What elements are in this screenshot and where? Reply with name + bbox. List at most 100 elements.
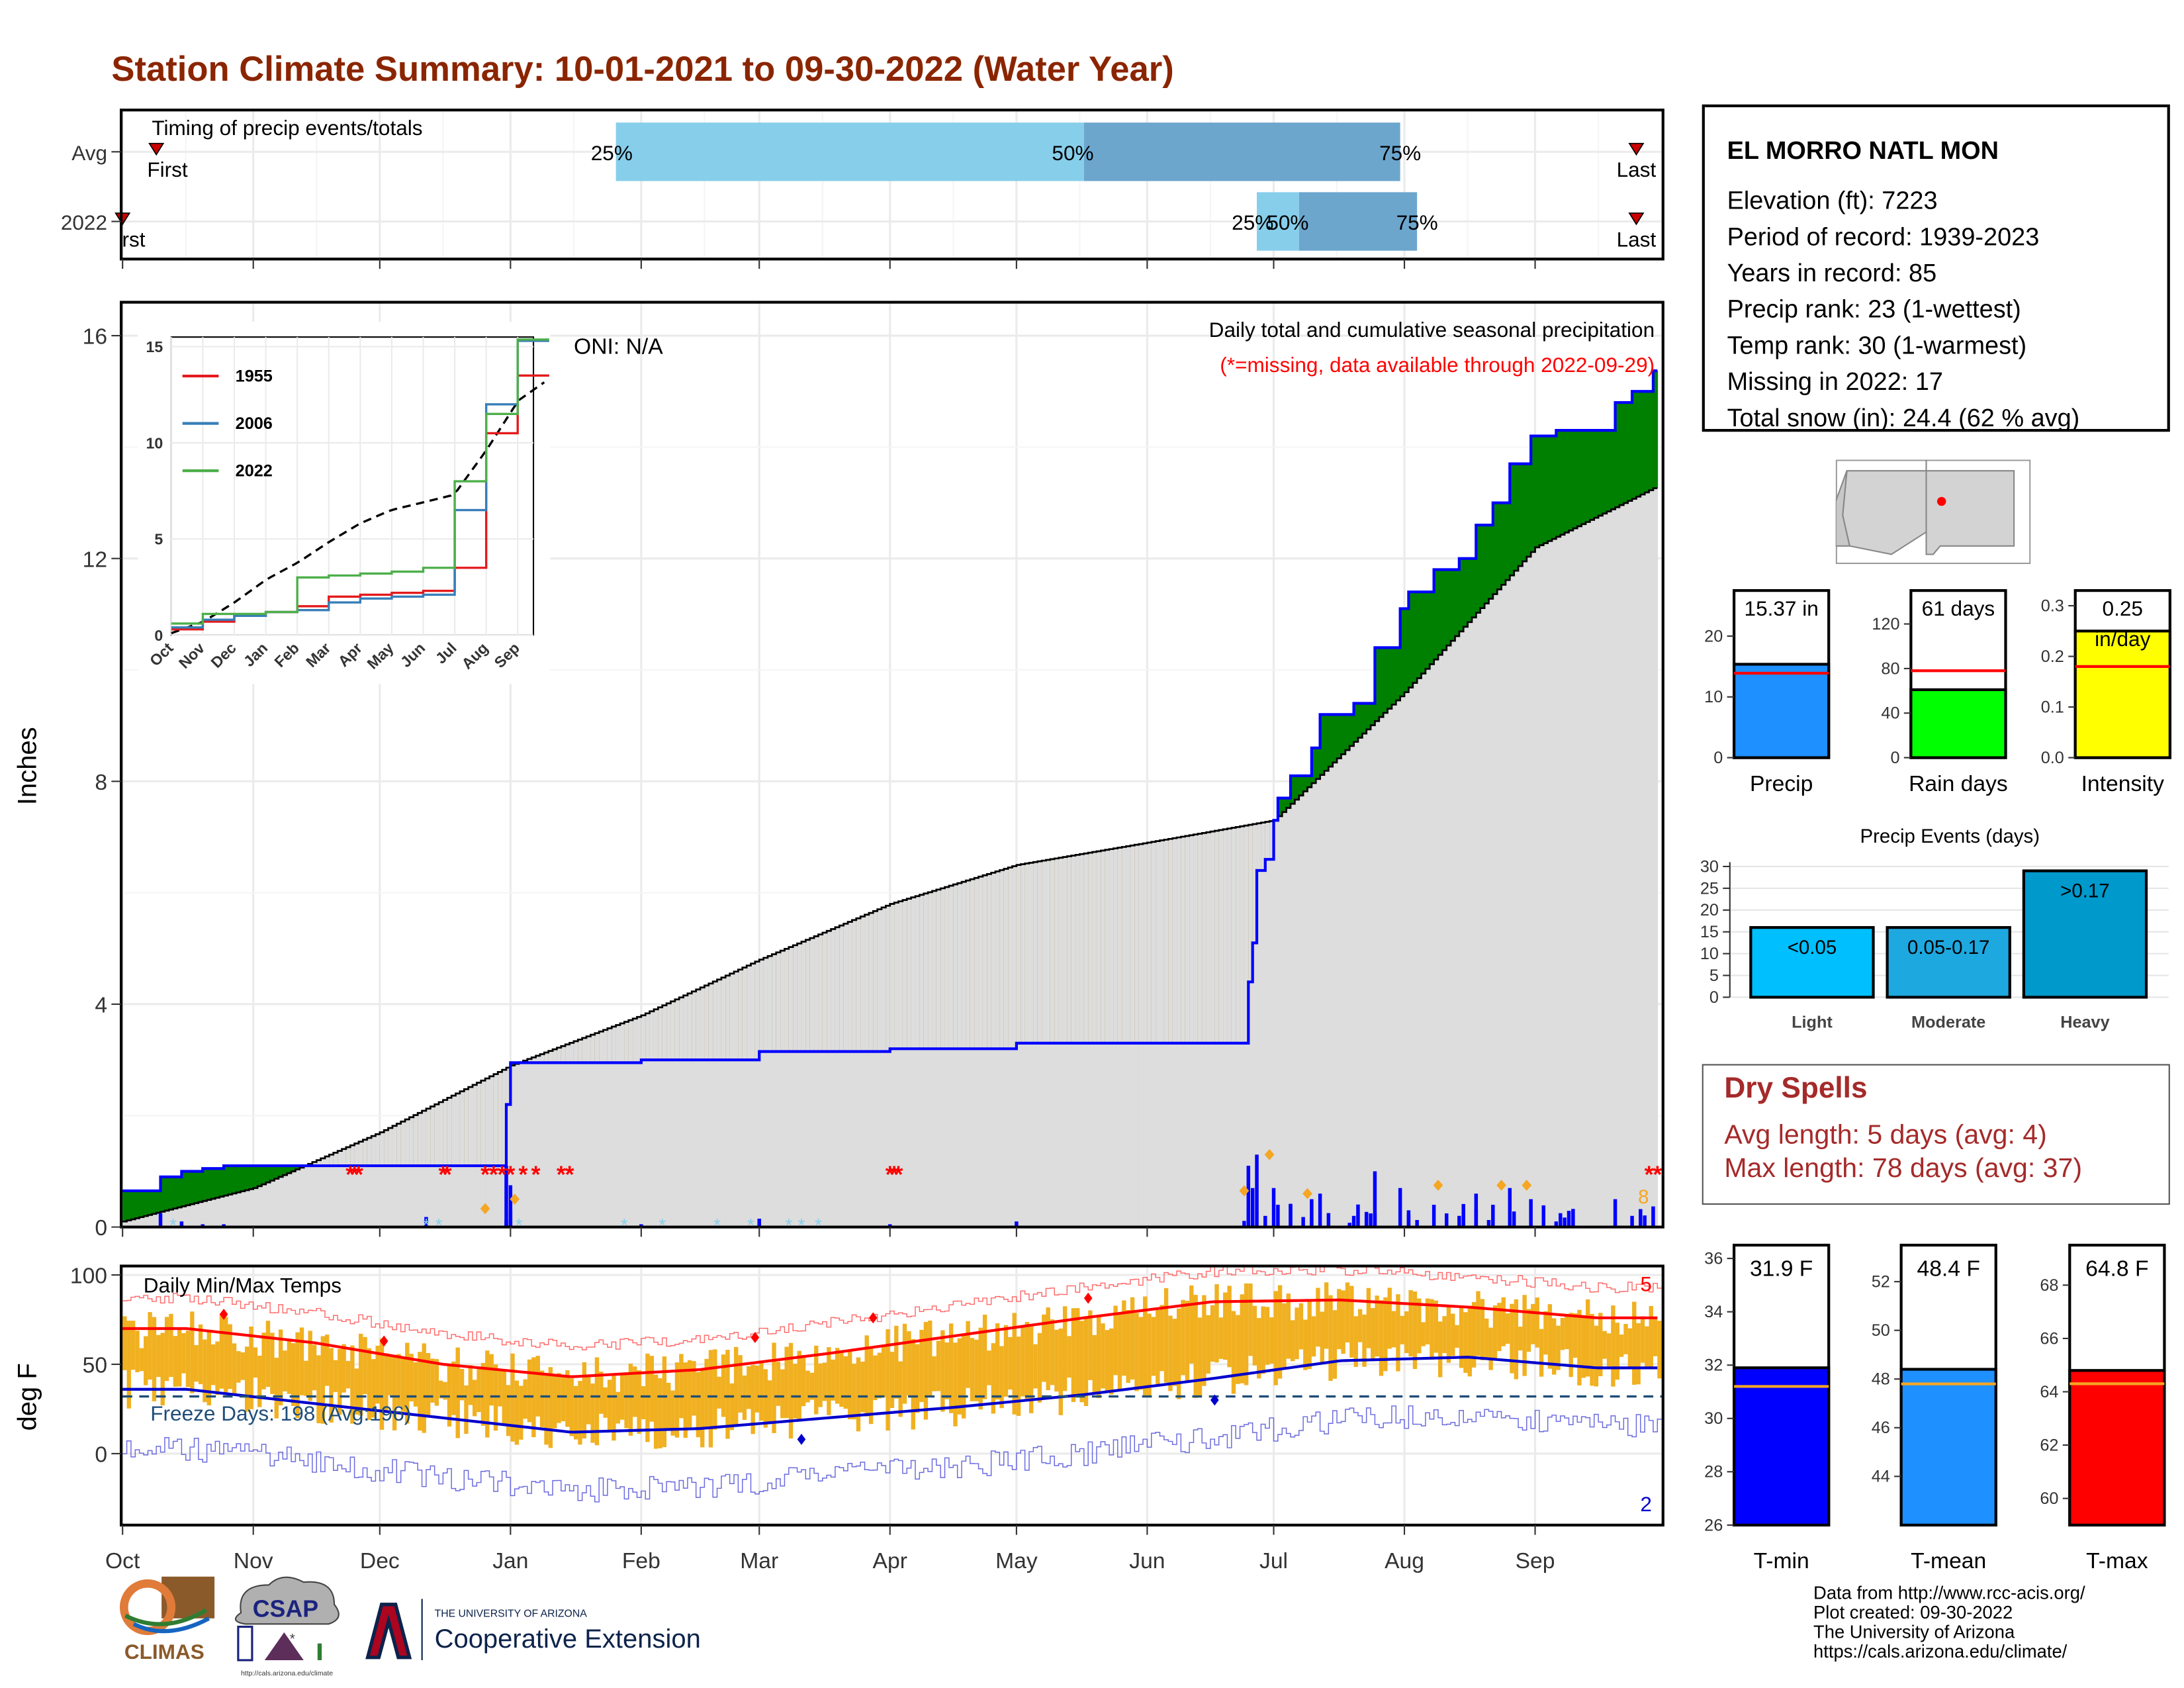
precip-average-fill	[1581, 524, 1586, 1227]
precip-difference-fill	[1611, 430, 1616, 510]
temp-bar-tick-label: 26	[1704, 1516, 1723, 1534]
daily-temp-range-bar	[734, 1346, 739, 1426]
daily-precip-bar	[1310, 1199, 1314, 1227]
precip-average-fill	[679, 997, 684, 1227]
daily-temp-range-bar	[633, 1366, 637, 1417]
precip-average-fill	[1202, 833, 1207, 1227]
precip-average-fill	[902, 900, 908, 1227]
precip-difference-fill	[1505, 502, 1511, 581]
daily-precip-bar	[1432, 1204, 1436, 1227]
precip-average-fill	[455, 1093, 461, 1227]
precip-average-fill	[1623, 502, 1629, 1227]
precip-average-fill	[708, 983, 713, 1227]
precip-average-fill	[409, 1117, 414, 1227]
precip-difference-fill	[1412, 592, 1418, 683]
temp-bar-tick-label: 60	[2040, 1489, 2058, 1508]
precip-average-fill	[1430, 664, 1435, 1227]
precip-average-fill	[1514, 571, 1519, 1227]
precip-difference-fill	[278, 1166, 284, 1177]
precip-average-fill	[1404, 692, 1410, 1227]
precip-difference-fill	[244, 1166, 250, 1190]
temp-bar-tick-label: 50	[1872, 1321, 1890, 1340]
precip-average-fill	[1590, 520, 1595, 1227]
daily-temp-range-bar	[198, 1324, 203, 1385]
daily-temp-range-bar	[586, 1377, 591, 1425]
precip-average-fill	[700, 987, 705, 1227]
precip-average-fill	[210, 1199, 216, 1227]
precip-average-fill	[265, 1182, 271, 1227]
daily-temp-range-bar	[1311, 1316, 1316, 1357]
daily-temp-range-bar	[624, 1374, 629, 1429]
precip-average-fill	[1295, 800, 1300, 1227]
daily-temp-range-bar	[578, 1381, 582, 1445]
locator-map	[1835, 459, 2031, 565]
precip-average-fill	[316, 1160, 322, 1227]
daily-precip-bar	[179, 1221, 184, 1227]
precip-difference-fill	[126, 1190, 132, 1221]
precip-difference-fill	[1606, 430, 1612, 512]
precip-difference-fill	[190, 1171, 195, 1205]
precip-difference-fill	[1598, 430, 1604, 516]
daily-temp-range-bar	[886, 1329, 890, 1430]
svg-text:*: *	[290, 1632, 295, 1647]
precip-average-fill	[1016, 865, 1022, 1227]
precip-average-fill	[1130, 845, 1136, 1227]
snow-day-marker: *	[435, 1215, 443, 1235]
daily-temp-range-bar	[747, 1366, 751, 1409]
events-bar-Moderate	[1886, 926, 2011, 999]
precip-average-fill	[135, 1218, 140, 1227]
precip-average-fill	[291, 1171, 296, 1227]
precip-average-fill	[244, 1190, 250, 1227]
daily-temp-range-bar	[1227, 1286, 1232, 1368]
events-bar-label-Moderate: 0.05-0.17	[1907, 937, 1989, 959]
daily-temp-range-bar	[156, 1335, 161, 1378]
precip-difference-fill	[152, 1190, 158, 1214]
precip-average-fill	[1362, 733, 1367, 1227]
daily-temp-range-bar	[1459, 1307, 1464, 1368]
precip-difference-fill	[1371, 703, 1376, 726]
daily-temp-range-bar	[527, 1359, 532, 1423]
daily-temp-range-bar	[1353, 1316, 1358, 1368]
summary-bar-tick-label: 120	[1872, 615, 1899, 633]
daily-temp-range-bar	[1531, 1303, 1535, 1344]
daily-temp-range-bar	[700, 1369, 705, 1448]
precip-difference-fill	[1594, 430, 1599, 518]
station-name: EL MORRO NATL MON	[1727, 136, 1999, 165]
daily-precip-bar	[639, 1224, 643, 1227]
precip-difference-fill	[194, 1171, 199, 1203]
daily-temp-range-bar	[274, 1358, 279, 1419]
daily-temp-range-bar	[814, 1345, 819, 1415]
daily-temp-range-bar	[1430, 1299, 1434, 1360]
precip-difference-fill	[1539, 436, 1545, 545]
daily-temp-range-bar	[982, 1315, 987, 1399]
precip-average-fill	[329, 1154, 334, 1227]
snow-day-marker: *	[815, 1215, 822, 1235]
precip-average-fill	[928, 892, 933, 1227]
precip-average-fill	[388, 1128, 393, 1227]
daily-temp-range-bar	[160, 1333, 165, 1406]
daily-temp-range-bar	[304, 1360, 308, 1396]
station-info-box: EL MORRO NATL MON Elevation (ft): 7223 Pe…	[1702, 104, 2170, 432]
summary-bar-name-Intensity: Intensity	[2081, 772, 2165, 796]
daily-temp-range-bar	[662, 1356, 667, 1448]
precip-difference-fill	[1632, 391, 1637, 499]
daily-temp-range-bar	[224, 1317, 228, 1395]
precip-average-fill	[747, 965, 752, 1227]
daily-temp-range-bar	[873, 1355, 878, 1401]
daily-temp-range-bar	[1248, 1283, 1253, 1356]
precip-average-fill	[1008, 867, 1013, 1227]
snow-count-label: 8	[1638, 1186, 1649, 1208]
daily-temp-range-bar	[1181, 1299, 1185, 1376]
precip-average-fill	[666, 1003, 672, 1227]
month-label: Jun	[1129, 1549, 1165, 1573]
precip-average-fill	[586, 1036, 592, 1227]
precip-difference-fill	[261, 1166, 267, 1185]
precip-average-fill	[240, 1191, 246, 1227]
daily-temp-range-bar	[548, 1367, 553, 1448]
daily-temp-range-bar	[991, 1343, 996, 1414]
daily-temp-range-bar	[801, 1354, 806, 1407]
daily-temp-range-bar	[793, 1364, 797, 1419]
summary-bar-tick-label: 0.0	[2041, 749, 2064, 767]
precip-average-fill	[1366, 729, 1371, 1227]
precip-average-fill	[915, 896, 921, 1227]
